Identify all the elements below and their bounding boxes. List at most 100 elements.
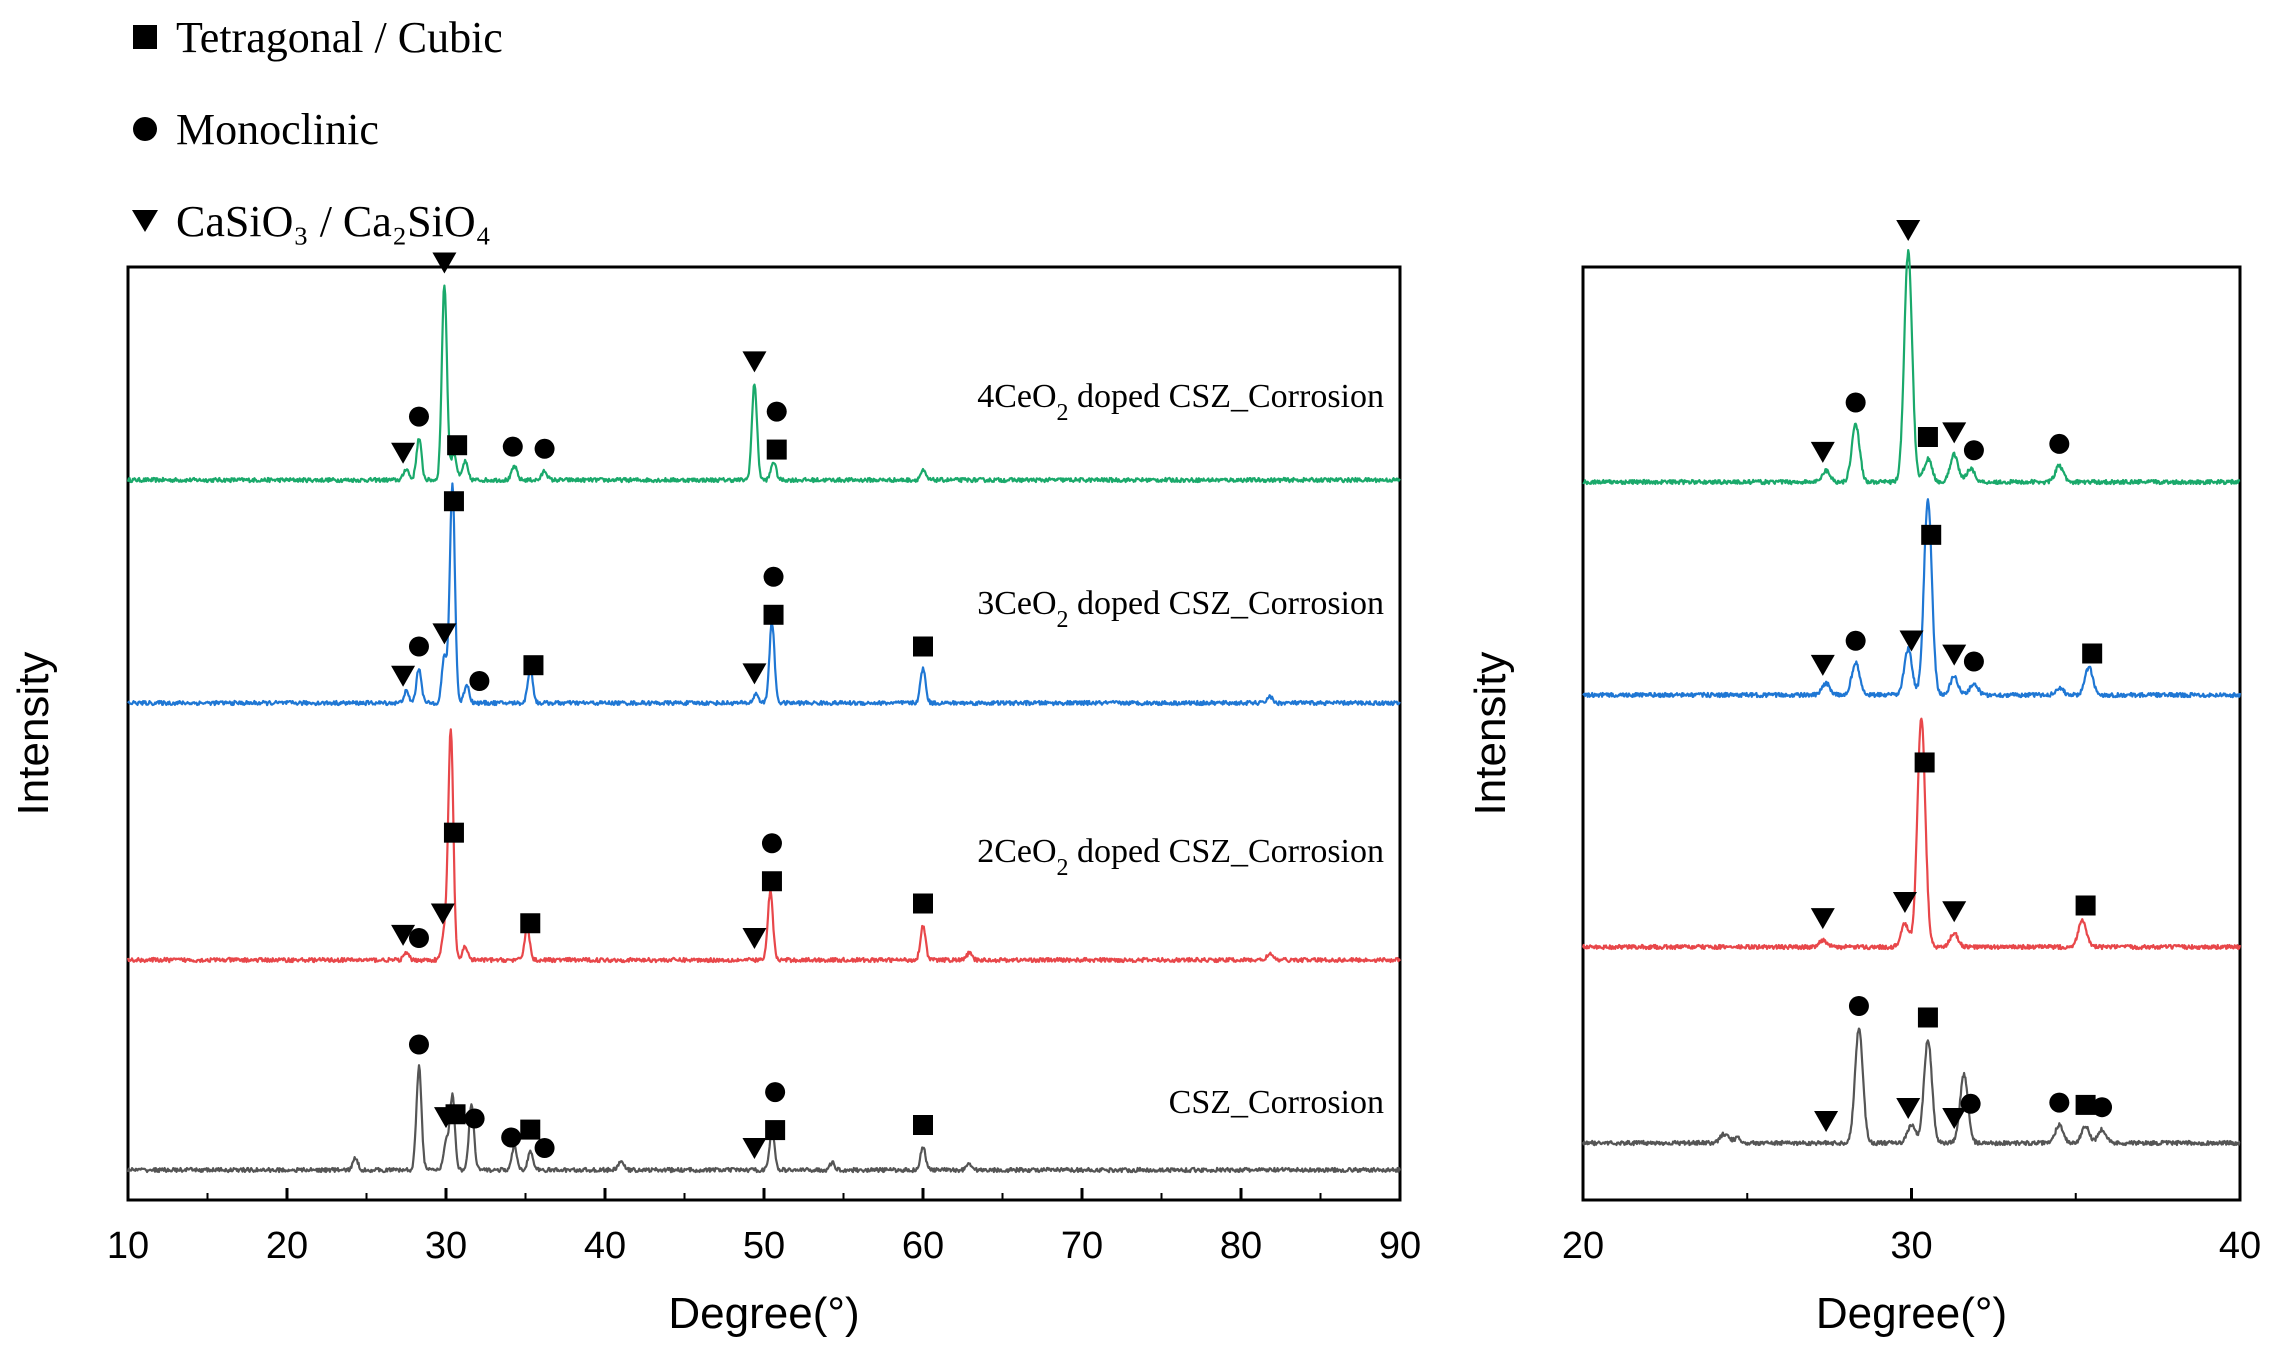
triangle-down-marker-icon — [1814, 1111, 1839, 1132]
circle-marker-icon — [761, 833, 782, 854]
series-red: 2CeO2 doped CSZ_Corrosion — [126, 728, 1401, 964]
square-marker-icon — [913, 1115, 933, 1135]
triangle-down-marker-icon — [1896, 219, 1921, 241]
x-tick-label: 90 — [1379, 1225, 1421, 1267]
circle-marker-icon — [2049, 1092, 2070, 1113]
triangle-down-marker-icon — [391, 665, 416, 687]
square-marker-icon — [2075, 1094, 2096, 1115]
circle-marker-icon — [1848, 996, 1869, 1016]
triangle-down-marker-icon — [391, 442, 416, 464]
circle-marker-icon — [1963, 651, 1984, 672]
x-tick-label: 40 — [584, 1225, 626, 1267]
triangle-down-marker-icon — [1810, 441, 1835, 463]
x-tick-label: 20 — [1562, 1225, 1604, 1267]
triangle-down-marker-icon — [130, 196, 160, 247]
series-label: CSZ_Corrosion — [1169, 1084, 1384, 1121]
square-marker-icon — [913, 636, 933, 657]
circle-marker-icon — [501, 1127, 522, 1148]
triangle-down-marker-icon — [391, 924, 416, 946]
x-tick-label: 20 — [266, 1225, 308, 1267]
square-marker-icon — [1917, 1007, 1938, 1028]
square-marker-icon — [2075, 895, 2096, 916]
series-label: 4CeO2 doped CSZ_Corrosion — [977, 378, 1384, 426]
circle-marker-icon — [502, 436, 523, 457]
series-green — [1582, 219, 2241, 486]
x-tick-label: 40 — [2219, 1225, 2261, 1267]
x-tick-label: 30 — [1890, 1225, 1932, 1267]
series-red — [1581, 717, 2242, 951]
triangle-down-marker-icon — [1896, 1097, 1921, 1119]
square-marker-icon — [443, 822, 464, 843]
square-marker-icon — [763, 604, 784, 625]
x-tick-label: 80 — [1220, 1225, 1262, 1267]
y-axis-label: Intensity — [9, 652, 58, 816]
legend-casio-label: CaSiO₃ / Ca₂SiO₄ — [176, 197, 491, 246]
triangle-down-marker-icon — [432, 252, 457, 274]
series-label: 3CeO2 doped CSZ_Corrosion — [977, 585, 1384, 633]
triangle-down-marker-icon — [742, 1138, 767, 1159]
square-marker-icon — [520, 913, 541, 934]
circle-marker-icon — [464, 1108, 485, 1129]
square-marker-icon — [520, 1119, 541, 1140]
y-axis-label: Intensity — [1466, 652, 1515, 816]
circle-marker-icon — [2049, 433, 2070, 454]
series-gray — [1581, 996, 2241, 1147]
triangle-down-marker-icon — [432, 623, 457, 645]
square-marker-icon — [2082, 643, 2103, 664]
circle-marker-icon — [1845, 392, 1866, 413]
legend-tetragonal: Tetragonal / Cubic — [130, 12, 503, 63]
x-axis-label: Degree(°) — [1816, 1289, 2007, 1338]
triangle-down-marker-icon — [1942, 422, 1967, 444]
square-marker-icon — [761, 871, 782, 892]
circle-marker-icon — [130, 104, 160, 155]
legend-monoclinic-label: Monoclinic — [176, 105, 379, 154]
square-marker-icon — [447, 435, 468, 456]
square-marker-icon — [765, 1120, 786, 1141]
square-marker-icon — [523, 655, 544, 676]
x-tick-label: 50 — [743, 1225, 785, 1267]
square-marker-icon — [1921, 524, 1942, 545]
square-marker-icon — [1917, 426, 1938, 447]
circle-marker-icon — [765, 1082, 786, 1103]
series-line — [126, 1064, 1402, 1174]
x-tick-label: 60 — [902, 1225, 944, 1267]
triangle-down-marker-icon — [1942, 1107, 1967, 1129]
circle-marker-icon — [534, 438, 555, 459]
square-marker-icon — [1914, 752, 1935, 773]
triangle-down-marker-icon — [1942, 901, 1967, 923]
x-tick-label: 30 — [425, 1225, 467, 1267]
x-axis-label: Degree(°) — [668, 1289, 859, 1338]
triangle-down-marker-icon — [742, 351, 767, 373]
triangle-down-marker-icon — [1942, 644, 1967, 666]
plot-frame — [1581, 265, 2242, 1202]
circle-marker-icon — [766, 401, 787, 422]
x-tick-label: 10 — [107, 1225, 149, 1267]
legend-tetragonal-label: Tetragonal / Cubic — [176, 13, 503, 62]
circle-marker-icon — [469, 670, 490, 691]
series-line — [1581, 1027, 2241, 1147]
series-line — [127, 482, 1401, 707]
circle-marker-icon — [408, 406, 429, 427]
series-gray: CSZ_Corrosion — [126, 1034, 1402, 1174]
series-line — [126, 284, 1401, 484]
square-marker-icon — [130, 12, 160, 63]
circle-marker-icon — [2092, 1097, 2113, 1118]
circle-marker-icon — [1960, 1093, 1981, 1114]
legend-monoclinic: Monoclinic — [130, 104, 379, 155]
circle-marker-icon — [408, 636, 429, 657]
series-label: 2CeO2 doped CSZ_Corrosion — [977, 833, 1384, 881]
circle-marker-icon — [763, 566, 784, 587]
square-marker-icon — [443, 491, 464, 512]
series-line — [126, 728, 1401, 964]
series-line — [1581, 717, 2242, 951]
legend-casio: CaSiO₃ / Ca₂SiO₄ — [130, 196, 491, 247]
triangle-down-marker-icon — [1810, 908, 1835, 930]
circle-marker-icon — [408, 1034, 429, 1055]
chart-wide-range: 10 20 30 40 50 60 70 80 90 Degree(°) Intensity 4CeO… — [9, 252, 1421, 1338]
triangle-down-marker-icon — [1899, 630, 1924, 652]
series-line — [1582, 498, 2242, 699]
series-blue: 3CeO2 doped CSZ_Corrosion — [127, 482, 1401, 707]
series-blue — [1582, 498, 2242, 699]
triangle-down-marker-icon — [742, 663, 767, 685]
triangle-down-marker-icon — [1810, 654, 1835, 676]
